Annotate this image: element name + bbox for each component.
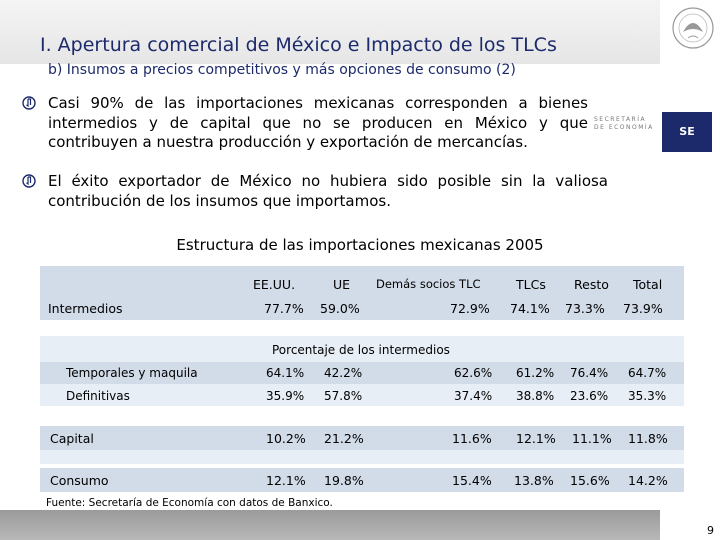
eagle-seal-icon (668, 2, 718, 58)
row-band (40, 362, 684, 384)
cell: 35.9% (266, 389, 305, 403)
se-badge: SE (662, 112, 712, 152)
pointer-bullet-icon (22, 174, 36, 188)
cell: 59.0% (320, 301, 360, 316)
col-header-resto: Resto (574, 277, 609, 292)
col-header-tlcs: TLCs (516, 277, 546, 292)
cell: 73.3% (565, 301, 605, 316)
cell: 14.2% (628, 473, 668, 488)
cell: 61.2% (516, 366, 555, 380)
cell: 57.8% (324, 389, 363, 403)
source-note: Fuente: Secretaría de Economía con datos… (46, 497, 333, 509)
row-label-definitivas: Definitivas (66, 389, 130, 403)
bullet-2-text: El éxito exportador de México no hubiera… (48, 172, 608, 210)
cell: 42.2% (324, 366, 363, 380)
row-band (40, 450, 684, 464)
row-band (40, 384, 684, 406)
cell: 76.4% (570, 366, 609, 380)
cell: 64.7% (628, 366, 667, 380)
row-band (40, 468, 684, 492)
col-header-eeuu: EE.UU. (253, 277, 296, 292)
col-header-ue: UE (333, 277, 351, 292)
cell: 21.2% (324, 431, 364, 446)
row-label-intermedios: Intermedios (48, 301, 123, 316)
title-band (0, 0, 660, 64)
page-number: 9 (707, 524, 714, 537)
logo-text: SECRETARÍA DE ECONOMÍA (594, 116, 654, 132)
cell: 12.1% (266, 473, 306, 488)
row-label-temporales: Temporales y maquila (66, 366, 198, 380)
footer-bar (0, 510, 660, 540)
cell: 10.2% (266, 431, 306, 446)
header-band (40, 266, 684, 320)
cell: 11.6% (452, 431, 492, 446)
table-title: Estructura de las importaciones mexicana… (176, 236, 544, 254)
row-label-capital: Capital (50, 431, 94, 446)
logo-line1: SECRETARÍA (594, 116, 647, 123)
cell: 13.8% (514, 473, 554, 488)
row-label-consumo: Consumo (50, 473, 109, 488)
row-band (40, 426, 684, 450)
page-number-box (660, 510, 720, 540)
col-header-demas-socios: Demás socios TLC (376, 277, 481, 291)
cell: 11.1% (572, 431, 612, 446)
pointer-bullet-icon (22, 96, 36, 110)
page-title: I. Apertura comercial de México e Impact… (40, 34, 557, 56)
cell: 37.4% (454, 389, 493, 403)
cell: 19.8% (324, 473, 364, 488)
cell: 38.8% (516, 389, 555, 403)
cell: 23.6% (570, 389, 609, 403)
cell: 77.7% (264, 301, 304, 316)
cell: 73.9% (623, 301, 663, 316)
cell: 12.1% (516, 431, 556, 446)
logo-line2: DE ECONOMÍA (594, 124, 654, 131)
cell: 15.6% (570, 473, 610, 488)
subheader-band (40, 336, 684, 362)
cell: 72.9% (450, 301, 490, 316)
page-subtitle: b) Insumos a precios competitivos y más … (48, 62, 516, 78)
cell: 11.8% (628, 431, 668, 446)
cell: 15.4% (452, 473, 492, 488)
cell: 35.3% (628, 389, 667, 403)
subheader-label: Porcentaje de los intermedios (272, 343, 450, 357)
cell: 62.6% (454, 366, 493, 380)
cell: 74.1% (510, 301, 550, 316)
bullet-1-text: Casi 90% de las importaciones mexicanas … (48, 94, 588, 151)
cell: 64.1% (266, 366, 305, 380)
col-header-total: Total (633, 277, 663, 292)
imports-table: EE.UU. UE Demás socios TLC TLCs Resto To… (40, 266, 684, 496)
secretaria-economia-logo: SECRETARÍA DE ECONOMÍA SE (594, 46, 720, 156)
